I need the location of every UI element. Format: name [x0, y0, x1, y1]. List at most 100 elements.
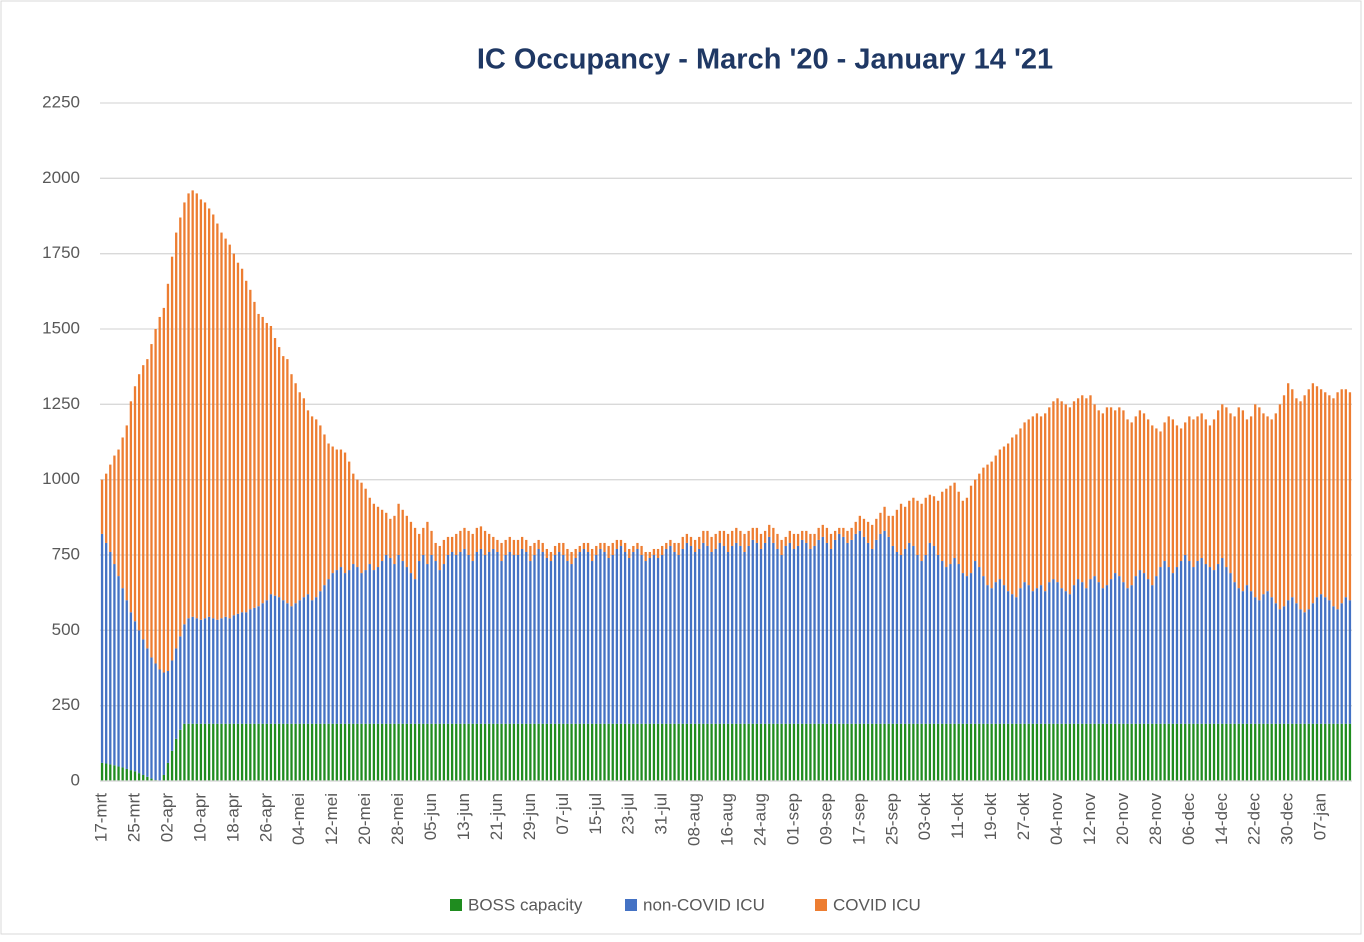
- bar-segment: [1340, 723, 1343, 781]
- bar-segment: [1052, 401, 1055, 580]
- bar-segment: [1039, 585, 1043, 724]
- bar-segment: [348, 570, 351, 724]
- bar-segment: [1126, 723, 1129, 781]
- y-tick-label: 750: [52, 544, 80, 563]
- bar-segment: [862, 723, 866, 781]
- bar-segment: [348, 723, 351, 781]
- bar-segment: [854, 723, 857, 781]
- bar-segment: [331, 446, 334, 574]
- bar-segment: [747, 723, 750, 781]
- bar-segment: [887, 515, 890, 537]
- bar-segment: [175, 232, 178, 649]
- bar-segment: [109, 551, 112, 765]
- bar-segment: [286, 359, 289, 604]
- legend-label: non-COVID ICU: [643, 895, 765, 914]
- bar-segment: [652, 548, 656, 555]
- bar-segment: [520, 536, 524, 549]
- bar-segment: [1328, 600, 1331, 724]
- bar-segment: [883, 723, 886, 781]
- bar-segment: [1167, 567, 1170, 724]
- bar-segment: [360, 573, 363, 724]
- bar-segment: [916, 555, 919, 724]
- bar-segment: [801, 539, 804, 724]
- bar-segment: [356, 479, 359, 568]
- bar-segment: [747, 545, 750, 724]
- bar-segment: [1171, 573, 1175, 724]
- bar-segment: [590, 548, 594, 562]
- bar-segment: [240, 268, 244, 613]
- bar-segment: [772, 527, 775, 543]
- bar-segment: [726, 551, 730, 724]
- bar-segment: [142, 365, 145, 640]
- bar-segment: [669, 545, 672, 724]
- bar-segment: [335, 723, 338, 781]
- bar-segment: [273, 338, 277, 596]
- bar-segment: [1138, 570, 1142, 724]
- bar-segment: [405, 723, 408, 781]
- x-tick-label: 12-mei: [322, 793, 341, 845]
- bar-segment: [743, 533, 746, 552]
- bar-segment: [945, 567, 948, 724]
- bar-segment: [829, 548, 833, 724]
- bar-segment: [1221, 558, 1224, 724]
- bar-segment: [776, 548, 779, 724]
- bar-segment: [100, 533, 104, 763]
- bar-segment: [1146, 419, 1150, 580]
- bar-segment: [796, 723, 800, 781]
- bar-segment: [912, 723, 915, 781]
- bar-segment: [1068, 407, 1072, 595]
- x-tick-label: 26-apr: [256, 793, 275, 842]
- bar-segment: [315, 419, 318, 598]
- x-tick-label: 11-okt: [948, 793, 967, 839]
- bar-segment: [1319, 594, 1323, 724]
- bar-segment: [1105, 723, 1109, 781]
- bar-segment: [611, 723, 614, 781]
- bar-segment: [315, 597, 318, 724]
- bar-segment: [702, 723, 705, 781]
- bar-segment: [516, 539, 520, 555]
- bar-segment: [1109, 579, 1113, 724]
- bar-segment: [450, 723, 454, 781]
- bar-segment: [327, 579, 330, 724]
- bar-segment: [1324, 597, 1327, 724]
- bar-segment: [1221, 404, 1224, 559]
- bar-segment: [1134, 723, 1137, 781]
- bar-segment: [636, 723, 639, 781]
- bar-segment: [479, 723, 483, 781]
- bar-segment: [261, 603, 264, 724]
- bar-segment: [1134, 416, 1137, 577]
- bar-segment: [426, 521, 429, 565]
- bar-segment: [220, 723, 223, 781]
- bar-segment: [1035, 723, 1039, 781]
- bar-segment: [1299, 723, 1302, 781]
- bar-segment: [117, 766, 120, 781]
- bar-segment: [224, 616, 227, 724]
- bar-segment: [459, 530, 462, 552]
- bar-segment: [611, 555, 614, 724]
- bar-segment: [1216, 410, 1220, 565]
- bar-segment: [1076, 579, 1080, 724]
- bar-segment: [282, 356, 285, 601]
- bar-segment: [1159, 567, 1162, 724]
- bar-segment: [623, 551, 627, 724]
- bar-segment: [751, 723, 754, 781]
- x-tick-label: 25-sep: [882, 793, 901, 845]
- bar-segment: [1130, 723, 1133, 781]
- x-tick-label: 23-jul: [619, 793, 638, 835]
- bar-segment: [772, 542, 775, 724]
- bar-segment: [710, 551, 713, 724]
- bar-segment: [833, 530, 837, 540]
- bar-segment: [784, 723, 787, 781]
- bar-segment: [957, 564, 960, 724]
- bar-segment: [982, 723, 985, 781]
- bar-segment: [990, 588, 993, 724]
- bar-segment: [430, 530, 433, 555]
- bar-segment: [1101, 413, 1104, 589]
- bar-segment: [1134, 576, 1137, 724]
- bar-segment: [133, 771, 137, 781]
- bar-segment: [1031, 723, 1034, 781]
- bar-segment: [924, 555, 927, 724]
- bar-segment: [615, 539, 619, 549]
- bar-segment: [895, 509, 899, 552]
- bar-segment: [994, 723, 997, 781]
